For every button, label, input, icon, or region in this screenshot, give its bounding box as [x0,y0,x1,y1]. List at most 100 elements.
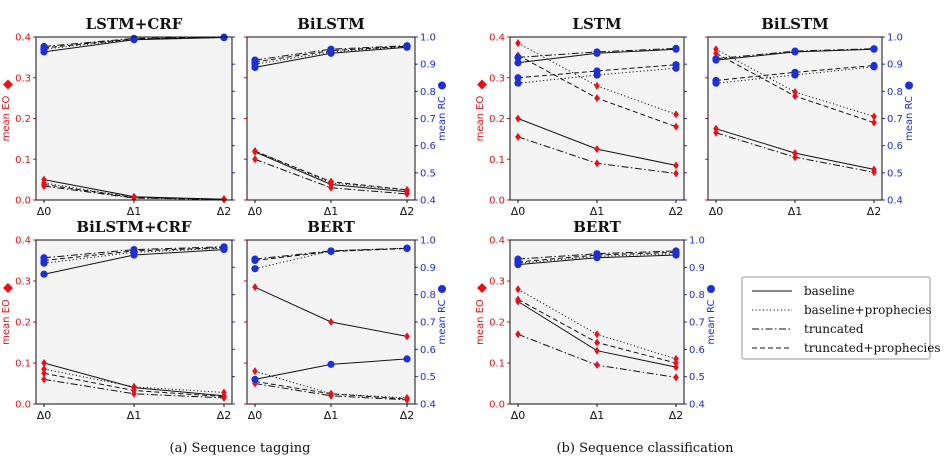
right-tick-label: 0.4 [420,400,436,411]
right-tick-label: 1.0 [420,236,436,247]
series-line-rc-truncated [43,246,225,259]
eo-point [404,332,410,341]
x-tick-label: Δ0 [248,409,263,422]
eo-point [871,168,877,177]
plot-area [510,37,684,200]
rc-circle-icon [707,285,715,293]
panel-sequence-classification-lstm: LSTM 0.0 0.1 0.2 0.3 0.4 Δ0 Δ1 Δ2 mean EO [475,15,687,218]
series-line-rc-truncated [254,247,408,260]
eo-diamond-icon [477,79,487,90]
x-tick-label: Δ2 [669,409,684,422]
rc-circle-icon [905,81,913,90]
plot-area [708,37,882,200]
left-tick-label: 0.1 [489,359,505,370]
plot-frame [246,36,416,201]
right-tick-label: 0.6 [420,141,436,152]
rc-point [130,35,138,43]
rc-point [251,58,259,66]
plot-area [247,37,415,200]
panel-title: BERT [573,218,621,236]
legend-label-baseline-prophecies: baseline+prophecies [804,303,932,317]
plot-area [36,240,232,404]
right-axis-label: mean RC [904,96,915,141]
legend-label-baseline: baseline [804,284,855,298]
eo-point [594,330,600,339]
left-axis-label: mean EO [1,299,12,345]
plot-frame [246,239,416,405]
eo-diamond-icon [3,79,13,90]
eo-point [594,338,600,347]
eo-diamond-icon [477,283,487,293]
eo-point [594,81,600,90]
left-tick-label: 0.0 [489,196,505,207]
panel-sequence-classification-bert: BERT 0.0 0.1 0.2 0.3 0.4 0.4 0.5 0.6 0.7 0.8 0.9 1.0… [475,218,717,422]
x-tick-label: Δ0 [248,205,263,218]
eo-point [328,389,334,398]
right-tick-label: 0.5 [887,168,903,179]
eo-point [515,285,521,294]
x-tick-label: Δ0 [511,409,526,422]
left-tick-label: 0.3 [15,277,31,288]
right-tick-label: 0.7 [689,318,705,329]
left-tick-label: 0.0 [15,400,31,411]
eo-point [221,388,227,397]
left-tick-label: 0.1 [15,359,31,370]
left-tick-label: 0.1 [489,155,505,166]
left-tick-label: 0.0 [489,400,505,411]
right-tick-label: 0.7 [887,114,903,125]
eo-point [252,283,258,292]
right-tick-label: 0.5 [420,168,436,179]
eo-point [41,375,47,384]
eo-point [594,94,600,103]
series-line-rc-truncated [715,48,875,60]
right-tick-label: 0.6 [689,345,705,356]
x-tick-label: Δ2 [867,205,882,218]
left-tick-label: 0.3 [489,73,505,84]
left-tick-label: 0.1 [15,155,31,166]
rc-point [403,244,411,253]
left-axis-label: mean EO [1,96,12,142]
x-tick-label: Δ2 [400,205,415,218]
series-line-eo-truncated-prophecies [254,380,408,400]
legend-frame [741,276,931,360]
rc-point [514,79,522,87]
rc-point [251,375,259,383]
rc-point [514,59,522,67]
rc-circle-icon [438,285,446,293]
left-tick-label: 0.3 [489,277,505,288]
right-tick-label: 0.8 [420,87,436,98]
rc-point [403,42,411,50]
rc-circle-icon [438,81,446,90]
rc-point [327,247,335,256]
eo-point [673,363,679,372]
left-tick-label: 0.2 [489,114,505,125]
eo-point [673,161,679,170]
left-tick-label: 0.2 [15,318,31,329]
right-tick-label: 0.4 [689,400,705,411]
series-line-rc-truncated-prophecies [517,64,677,79]
right-tick-label: 0.9 [420,263,436,274]
right-tick-label: 0.4 [420,196,436,207]
caption-sequence-tagging: (a) Sequence tagging [170,441,311,456]
left-tick-label: 0.2 [489,318,505,329]
series-line-eo-baseline-prophecies [254,150,408,191]
eo-point [792,153,798,162]
panel-sequence-tagging-bert: BERT 0.4 0.5 0.6 0.7 0.8 0.9 1.0 Δ0 Δ1 Δ2 mean RC [244,218,448,422]
eo-point [673,169,679,178]
series-line-eo-truncated [254,383,408,401]
eo-point [41,180,47,189]
plot-frame [35,36,233,201]
eo-point [792,88,798,97]
rc-point [220,244,228,252]
eo-point [673,359,679,367]
rc-point [593,48,601,56]
rc-point [251,256,259,265]
x-tick-label: Δ1 [127,205,142,218]
eo-point [673,122,679,131]
eo-point [131,386,137,395]
eo-point [515,132,521,141]
series-line-rc-truncated [517,250,677,260]
right-tick-label: 0.8 [689,290,705,301]
x-tick-label: Δ0 [37,205,52,218]
panel-title: BiLSTM [761,15,829,33]
